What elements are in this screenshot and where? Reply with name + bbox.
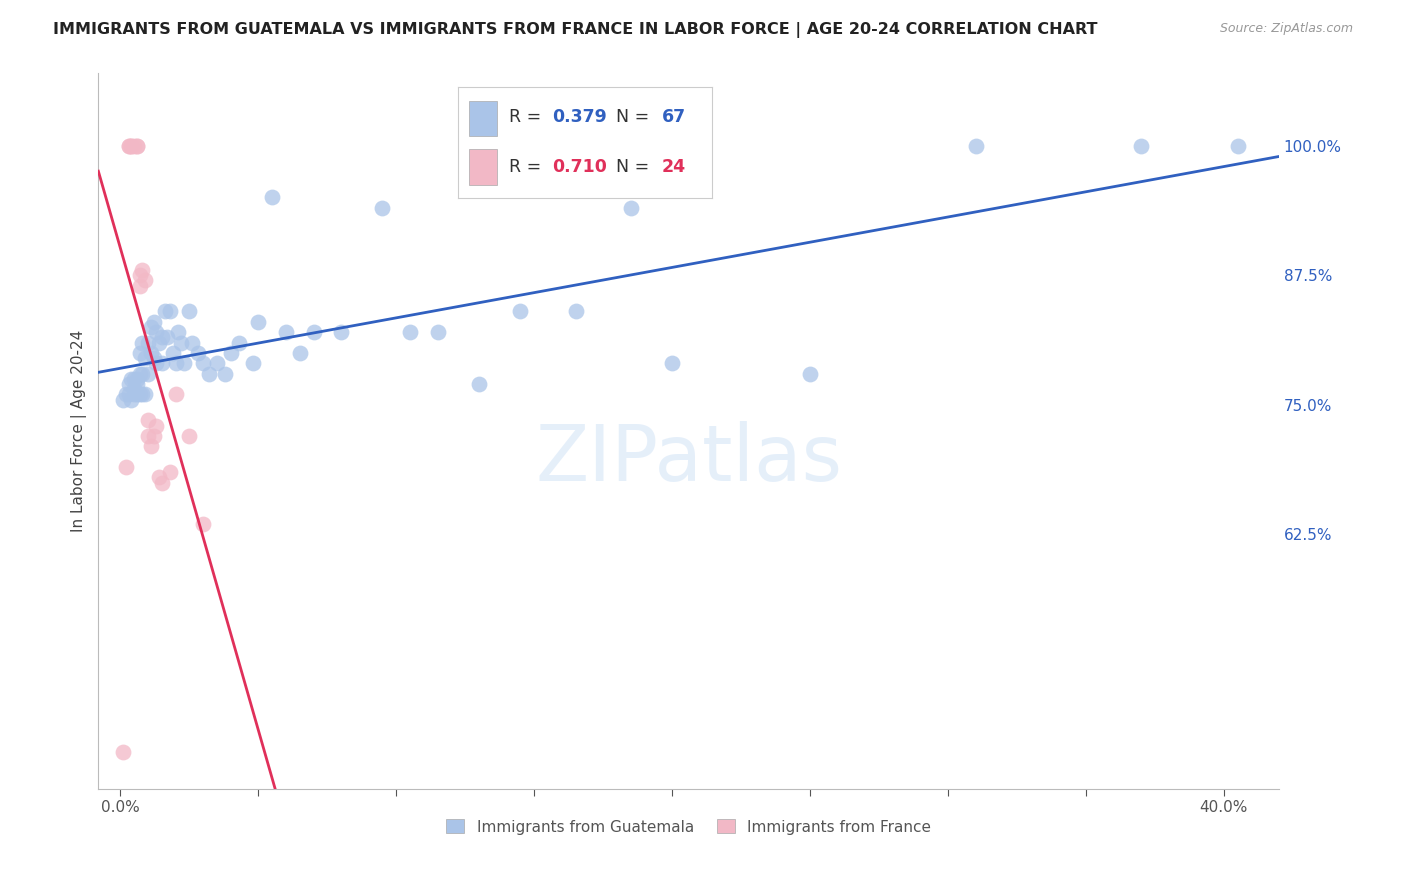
Point (330, 325, 353, 339)
Point (112, 745, 135, 759)
Point (170, 335, 193, 350)
Point (122, 382, 145, 396)
Point (468, 377, 491, 392)
Point (125, 138, 148, 153)
Point (128, 268, 150, 283)
Point (219, 346, 242, 360)
Point (302, 325, 325, 339)
Point (181, 335, 204, 350)
Point (118, 138, 141, 153)
Point (153, 304, 176, 318)
Point (136, 413, 159, 427)
Point (120, 138, 142, 153)
Point (247, 315, 270, 329)
Point (1130, 138, 1153, 153)
Point (118, 138, 141, 153)
Point (122, 387, 145, 401)
Point (122, 372, 145, 386)
Point (142, 351, 165, 366)
Point (120, 392, 142, 407)
Point (145, 356, 167, 370)
Point (120, 138, 142, 153)
Point (145, 418, 167, 433)
Point (118, 387, 141, 401)
Point (165, 387, 187, 401)
Point (145, 325, 167, 339)
Text: ZIPatlas: ZIPatlas (536, 421, 842, 498)
Point (159, 465, 181, 479)
Point (139, 320, 162, 334)
Point (125, 377, 148, 392)
Point (1226, 138, 1249, 153)
Point (193, 517, 215, 532)
Point (399, 325, 422, 339)
Point (125, 387, 148, 401)
Text: IMMIGRANTS FROM GUATEMALA VS IMMIGRANTS FROM FRANCE IN LABOR FORCE | AGE 20-24 C: IMMIGRANTS FROM GUATEMALA VS IMMIGRANTS … (53, 22, 1098, 38)
Point (112, 392, 135, 407)
Point (134, 273, 156, 287)
Point (274, 325, 297, 339)
Point (162, 346, 184, 360)
Point (134, 387, 156, 401)
Point (142, 429, 165, 443)
Point (159, 304, 181, 318)
Point (150, 330, 173, 344)
Point (128, 367, 150, 381)
Point (139, 346, 162, 360)
Point (167, 325, 190, 339)
Point (371, 201, 394, 215)
Point (148, 470, 170, 484)
Point (661, 356, 683, 370)
Point (136, 335, 159, 350)
Point (118, 377, 141, 392)
Point (426, 325, 449, 339)
Point (148, 335, 170, 350)
Point (228, 335, 250, 350)
Point (134, 351, 156, 366)
Point (214, 367, 236, 381)
Point (509, 304, 531, 318)
Point (136, 367, 159, 381)
Point (165, 356, 187, 370)
Point (262, 190, 284, 204)
Point (193, 356, 215, 370)
Point (115, 387, 138, 401)
Point (142, 315, 165, 329)
Legend: Immigrants from Guatemala, Immigrants from France: Immigrants from Guatemala, Immigrants fr… (446, 820, 931, 835)
Point (156, 330, 179, 344)
Point (136, 429, 159, 443)
Point (150, 356, 173, 370)
Point (131, 263, 153, 277)
Point (128, 346, 150, 360)
Point (187, 346, 209, 360)
Point (122, 138, 145, 153)
Point (128, 387, 150, 401)
Point (150, 475, 173, 490)
Point (125, 372, 148, 386)
Point (139, 439, 162, 453)
Point (128, 278, 150, 293)
Point (197, 367, 219, 381)
Y-axis label: In Labor Force | Age 20-24: In Labor Force | Age 20-24 (72, 330, 87, 532)
Point (131, 387, 153, 401)
Point (205, 356, 228, 370)
Text: Source: ZipAtlas.com: Source: ZipAtlas.com (1219, 22, 1353, 36)
Point (799, 367, 821, 381)
Point (288, 346, 311, 360)
Point (131, 367, 153, 381)
Point (965, 138, 987, 153)
Point (173, 356, 195, 370)
Point (125, 138, 148, 153)
Point (115, 460, 138, 475)
Point (564, 304, 586, 318)
Point (242, 356, 264, 370)
Point (179, 429, 201, 443)
Point (131, 335, 153, 350)
Point (120, 372, 142, 386)
Point (620, 201, 643, 215)
Point (179, 304, 201, 318)
